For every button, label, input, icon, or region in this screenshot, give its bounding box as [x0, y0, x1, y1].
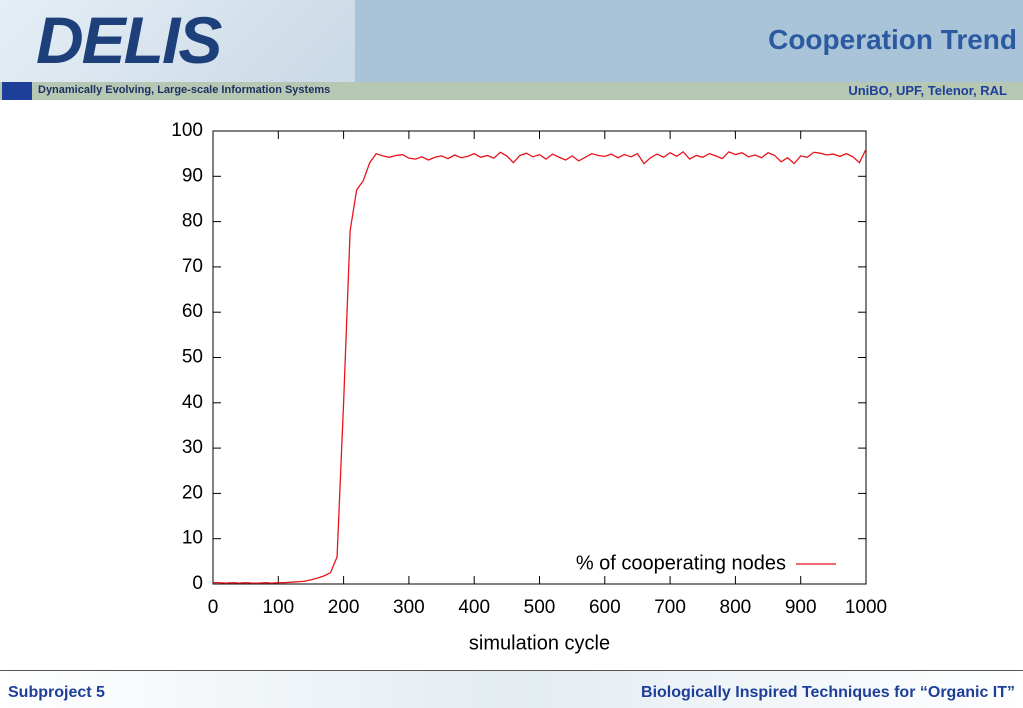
x-tick-label: 0	[208, 597, 219, 618]
y-tick-label: 100	[171, 120, 203, 141]
x-tick-label: 400	[458, 597, 490, 618]
x-tick-label: 1000	[845, 597, 887, 618]
y-tick-label: 10	[182, 528, 203, 549]
x-tick-label: 800	[720, 597, 752, 618]
x-tick-label: 600	[589, 597, 621, 618]
y-tick-label: 40	[182, 392, 203, 413]
plot-frame	[212, 130, 867, 585]
y-tick-label: 70	[182, 256, 203, 277]
y-tick-label: 50	[182, 347, 203, 368]
slide-title: Cooperation Trend	[768, 24, 1017, 55]
footer-left: Subproject 5	[8, 684, 105, 701]
y-tick-label: 60	[182, 301, 203, 322]
x-axis-label: simulation cycle	[469, 632, 610, 654]
x-tick-label: 300	[393, 597, 425, 618]
eu-flag	[2, 82, 32, 100]
y-tick-label: 30	[182, 437, 203, 458]
logo: DELIS	[36, 3, 222, 77]
header-band	[0, 82, 1023, 100]
x-tick-label: 100	[262, 597, 294, 618]
footer-right: Biologically Inspired Techniques for “Or…	[641, 684, 1015, 701]
partners: UniBO, UPF, Telenor, RAL	[848, 83, 1007, 98]
footer-band	[0, 671, 1023, 708]
footer-line	[0, 670, 1023, 671]
legend-label: % of cooperating nodes	[576, 552, 786, 574]
x-tick-label: 900	[785, 597, 817, 618]
y-tick-label: 90	[182, 165, 203, 186]
y-tick-label: 80	[182, 211, 203, 232]
series-line	[213, 148, 867, 584]
y-tick-label: 0	[192, 573, 203, 594]
x-tick-label: 200	[328, 597, 360, 618]
tagline: Dynamically Evolving, Large-scale Inform…	[38, 84, 331, 96]
x-tick-label: 700	[654, 597, 686, 618]
y-tick-label: 20	[182, 482, 203, 503]
logo-box	[0, 0, 355, 82]
x-tick-label: 500	[524, 597, 556, 618]
